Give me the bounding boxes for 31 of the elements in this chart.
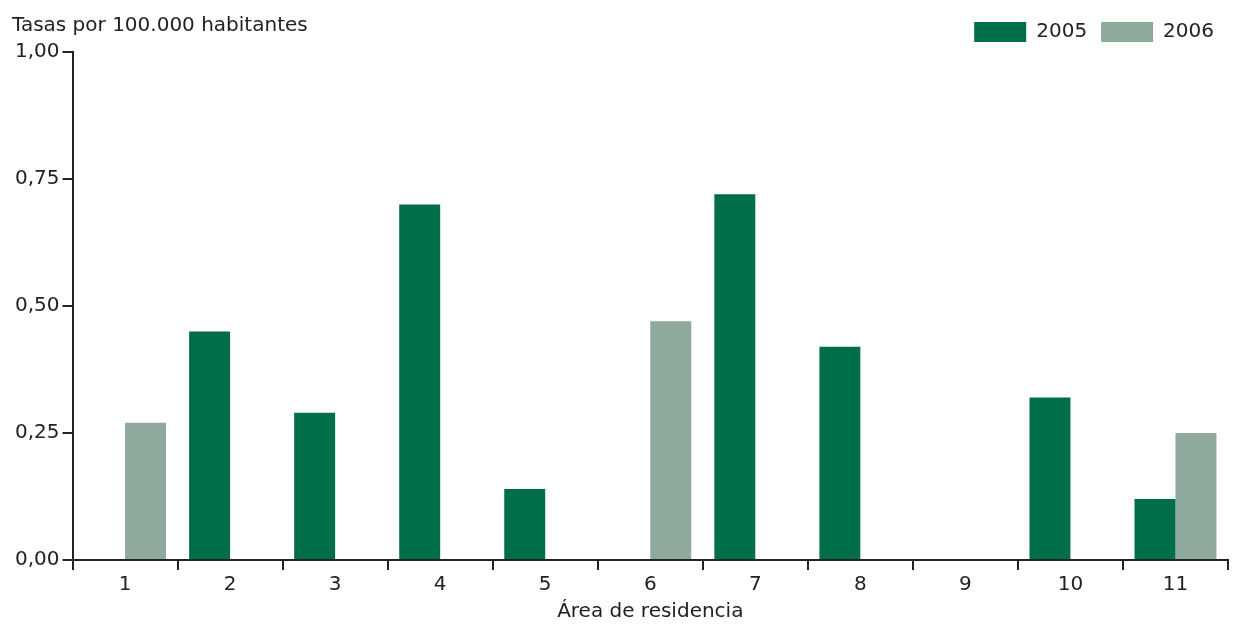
x-tick-label: 2 xyxy=(223,571,237,596)
legend-label: 2006 xyxy=(1163,18,1215,43)
bar xyxy=(650,321,692,559)
bar xyxy=(189,331,231,559)
x-tick-label: 4 xyxy=(433,571,447,596)
bar xyxy=(399,204,441,559)
y-tick-label: 1,00 xyxy=(15,38,60,63)
bar xyxy=(1175,433,1217,559)
x-tick-label: 1 xyxy=(118,571,132,596)
y-tick-label: 0,25 xyxy=(15,419,60,444)
y-tick-label: 0,00 xyxy=(15,546,60,571)
x-axis-title: Área de residencia xyxy=(557,598,744,623)
x-tick-label: 3 xyxy=(328,571,342,596)
x-tick-label: 9 xyxy=(959,571,972,596)
y-tick-label: 0,50 xyxy=(15,292,60,317)
bar xyxy=(819,346,861,559)
x-tick-label: 7 xyxy=(748,571,762,596)
x-tick-label: 11 xyxy=(1162,571,1189,596)
bar xyxy=(1134,499,1176,559)
x-tick-label: 10 xyxy=(1057,571,1084,596)
bar xyxy=(504,488,546,559)
x-tick-label: 6 xyxy=(643,571,657,596)
bar xyxy=(1029,397,1071,559)
y-axis-title: Tasas por 100.000 habitantes xyxy=(11,12,308,37)
y-tick-label: 0,75 xyxy=(15,165,60,190)
bar xyxy=(294,412,336,559)
x-tick-label: 5 xyxy=(538,571,552,596)
bar xyxy=(125,422,167,559)
legend-label: 2005 xyxy=(1036,18,1088,43)
x-tick-label: 8 xyxy=(853,571,867,596)
bar xyxy=(714,194,756,559)
